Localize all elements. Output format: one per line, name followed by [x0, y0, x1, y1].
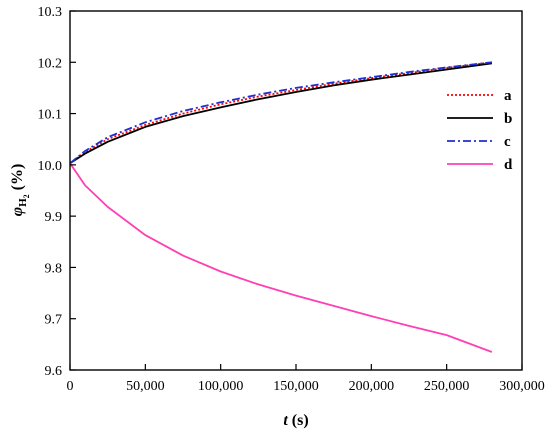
series-layer	[69, 61, 493, 353]
series-line-c	[69, 61, 493, 164]
y-axis-subsubscript: 2	[22, 194, 31, 198]
x-tick-label: 100,000	[198, 379, 244, 394]
legend-label-d: d	[504, 157, 513, 173]
legend-label-c: c	[504, 134, 511, 150]
y-axis-symbol: φ	[9, 207, 26, 216]
y-axis-subscript: H	[17, 198, 29, 207]
x-axis-label: t (s)	[283, 412, 308, 429]
x-tick-label: 200,000	[349, 379, 395, 394]
x-tick-label: 150,000	[273, 379, 319, 394]
x-tick-label: 300,000	[499, 379, 545, 394]
series-line-a	[69, 61, 493, 165]
y-tick-label: 10.1	[38, 108, 63, 123]
series-line-d	[69, 162, 493, 353]
series-line-b	[69, 62, 493, 165]
y-tick-label: 9.9	[45, 210, 63, 225]
y-axis-label: φH2 (%)	[9, 164, 31, 217]
y-tick-label: 9.7	[45, 313, 63, 328]
y-tick-label: 10.2	[38, 56, 63, 71]
plot-frame	[69, 10, 523, 371]
y-tick-label: 10.0	[38, 159, 63, 174]
ticks-layer: 0 50,000 100,000 150,000 200,000 250,000 300,0…	[38, 5, 545, 394]
y-tick-label: 9.8	[45, 261, 63, 276]
x-tick-label: 0	[67, 379, 74, 394]
y-axis-unit: (%)	[9, 164, 26, 191]
legend-label-b: b	[504, 111, 512, 127]
x-axis-unit: (s)	[292, 412, 309, 429]
legend-label-a: a	[504, 88, 512, 104]
y-tick-label: 9.6	[45, 364, 63, 379]
x-tick-label: 50,000	[126, 379, 165, 394]
y-tick-label: 10.3	[38, 5, 63, 20]
x-tick-label: 250,000	[424, 379, 470, 394]
x-axis-symbol: t	[283, 412, 288, 429]
